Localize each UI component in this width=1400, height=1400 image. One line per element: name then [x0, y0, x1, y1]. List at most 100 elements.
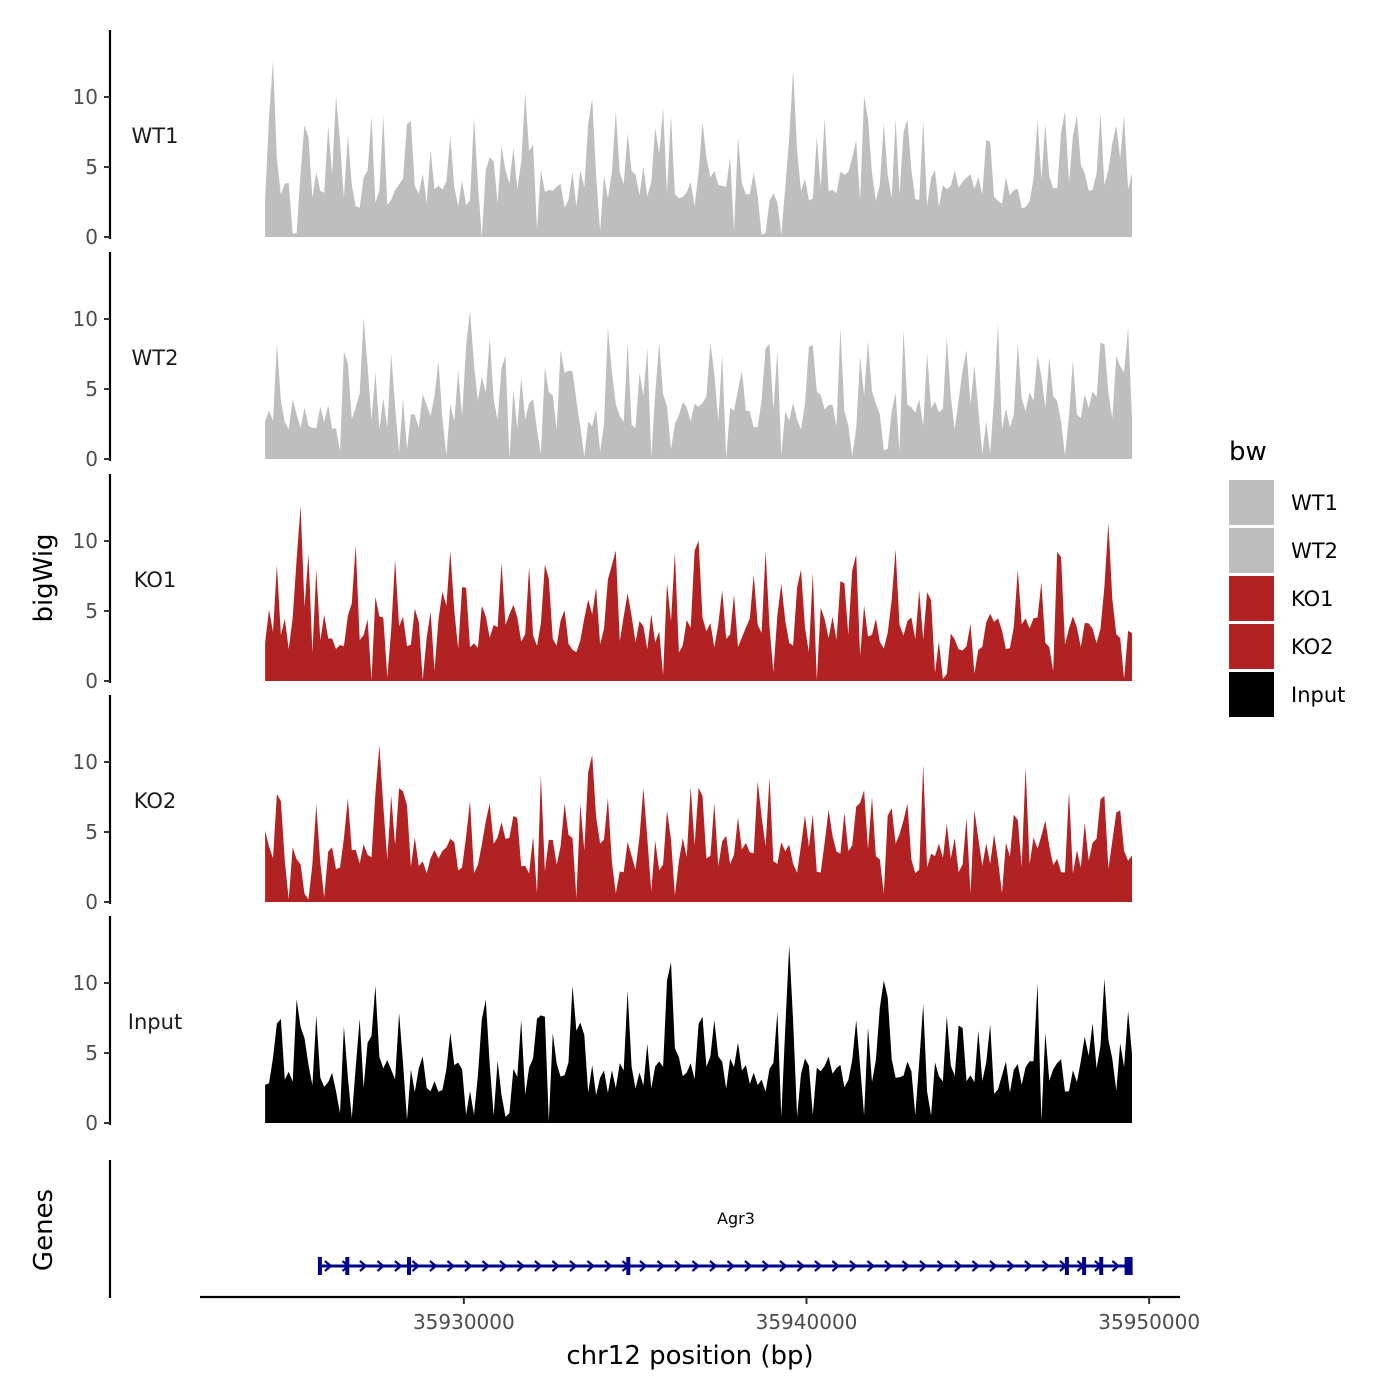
signal-area-ko1 — [265, 506, 1133, 681]
exon — [1082, 1257, 1087, 1275]
y-tick-label: 10 — [73, 750, 98, 774]
x-tick-label: 35940000 — [756, 1310, 858, 1334]
strand-arrow — [534, 1260, 543, 1272]
y-tick-label: 10 — [73, 529, 98, 553]
strand-arrow — [954, 1260, 963, 1272]
strand-arrow — [1006, 1260, 1016, 1272]
signal-area-input — [265, 945, 1133, 1123]
legend-title: bw — [1229, 437, 1267, 467]
strand-arrow — [1041, 1260, 1051, 1272]
strand-arrow — [656, 1260, 666, 1272]
strand-arrow — [884, 1260, 893, 1272]
y-tick-label: 10 — [73, 307, 98, 331]
track-label-ko1: KO1 — [134, 568, 177, 592]
legend-key-wt2 — [1229, 528, 1274, 573]
legend: bw WT1 WT2 KO1 KO2 Input — [1229, 437, 1345, 717]
strand-arrow — [849, 1260, 858, 1272]
signal-area-ko2 — [265, 745, 1133, 902]
y-tick-label: 0 — [85, 890, 98, 914]
strand-arrow — [866, 1260, 876, 1272]
strand-arrow — [359, 1260, 368, 1272]
strand-arrow — [919, 1260, 928, 1272]
legend-label-wt1: WT1 — [1291, 491, 1338, 515]
legend-label-input: Input — [1291, 683, 1345, 707]
x-tick-label: 35930000 — [413, 1310, 515, 1334]
y-tick-label: 10 — [73, 85, 98, 109]
track-wt2: 0 5 10 WT2 — [73, 252, 1133, 471]
y-tick-label: 0 — [85, 1111, 98, 1135]
strand-arrow — [464, 1260, 473, 1272]
strand-arrow — [516, 1260, 526, 1272]
strand-arrow — [1024, 1260, 1033, 1272]
legend-key-input — [1229, 672, 1274, 717]
x-axis: 35930000 35940000 35950000 — [200, 1295, 1200, 1334]
strand-arrow — [831, 1260, 841, 1272]
strand-arrow — [691, 1260, 701, 1272]
y-tick-label: 0 — [85, 669, 98, 693]
strand-arrow — [901, 1260, 911, 1272]
y-tick-label: 5 — [85, 599, 98, 623]
track-label-ko2: KO2 — [134, 789, 177, 813]
strand-arrow — [744, 1260, 753, 1272]
strand-arrow — [411, 1260, 421, 1272]
y-tick-label: 0 — [85, 447, 98, 471]
strand-arrow — [604, 1260, 613, 1272]
legend-key-wt1 — [1229, 480, 1274, 525]
strand-arrow — [674, 1260, 683, 1272]
y-tick-label: 0 — [85, 225, 98, 249]
track-label-wt1: WT1 — [132, 124, 179, 148]
exon — [317, 1257, 322, 1275]
strand-arrow — [376, 1260, 386, 1272]
gene-track-title: Genes — [29, 1189, 59, 1271]
track-panels: 0 5 10 WT1 0 5 10 WT2 0 5 10 KO1 0 5 10 KO2 0 5 10 Input — [73, 30, 1133, 1135]
strand-arrow — [779, 1260, 788, 1272]
legend-key-ko2 — [1229, 624, 1274, 669]
legend-label-ko2: KO2 — [1291, 635, 1334, 659]
strand-arrow — [429, 1260, 438, 1272]
track-ko2: 0 5 10 KO2 — [73, 695, 1133, 914]
strand-arrow — [814, 1260, 823, 1272]
exon — [1099, 1257, 1104, 1275]
strand-arrow — [726, 1260, 736, 1272]
exon — [626, 1257, 631, 1275]
strand-arrow — [796, 1260, 806, 1272]
exon — [345, 1257, 350, 1275]
strand-arrow — [569, 1260, 578, 1272]
y-tick-label: 5 — [85, 377, 98, 401]
strand-arrow — [446, 1260, 456, 1272]
y-tick-label: 5 — [85, 1041, 98, 1065]
gene-panel: Agr3 — [108, 1160, 1133, 1298]
exon — [1124, 1257, 1133, 1275]
strand-arrow — [551, 1260, 561, 1272]
track-label-wt2: WT2 — [132, 346, 179, 370]
exon — [407, 1257, 411, 1275]
strand-arrow — [1111, 1260, 1121, 1272]
signal-area-wt1 — [265, 60, 1133, 237]
track-label-input: Input — [128, 1010, 182, 1034]
legend-label-wt2: WT2 — [1291, 539, 1338, 563]
strand-arrow — [971, 1260, 981, 1272]
strand-arrow — [709, 1260, 718, 1272]
exon — [1064, 1257, 1069, 1275]
strand-arrow — [639, 1260, 648, 1272]
strand-arrow — [481, 1260, 491, 1272]
strand-arrow — [989, 1260, 998, 1272]
x-axis-title: chr12 position (bp) — [566, 1341, 813, 1371]
strand-arrow — [499, 1260, 508, 1272]
strand-arrow — [761, 1260, 771, 1272]
legend-label-ko1: KO1 — [1291, 587, 1334, 611]
strand-arrow — [936, 1260, 946, 1272]
track-wt1: 0 5 10 WT1 — [73, 30, 1133, 249]
legend-key-ko1 — [1229, 576, 1274, 621]
track-ko1: 0 5 10 KO1 — [73, 474, 1133, 693]
strand-arrow — [394, 1260, 403, 1272]
y-tick-label: 5 — [85, 820, 98, 844]
signal-area-wt2 — [265, 310, 1133, 459]
y-axis-title: bigWig — [29, 533, 59, 622]
gene-name-label: Agr3 — [717, 1209, 755, 1228]
strand-arrow — [586, 1260, 596, 1272]
y-tick-label: 10 — [73, 971, 98, 995]
x-tick-label: 35950000 — [1098, 1310, 1200, 1334]
strand-arrow — [324, 1260, 333, 1272]
